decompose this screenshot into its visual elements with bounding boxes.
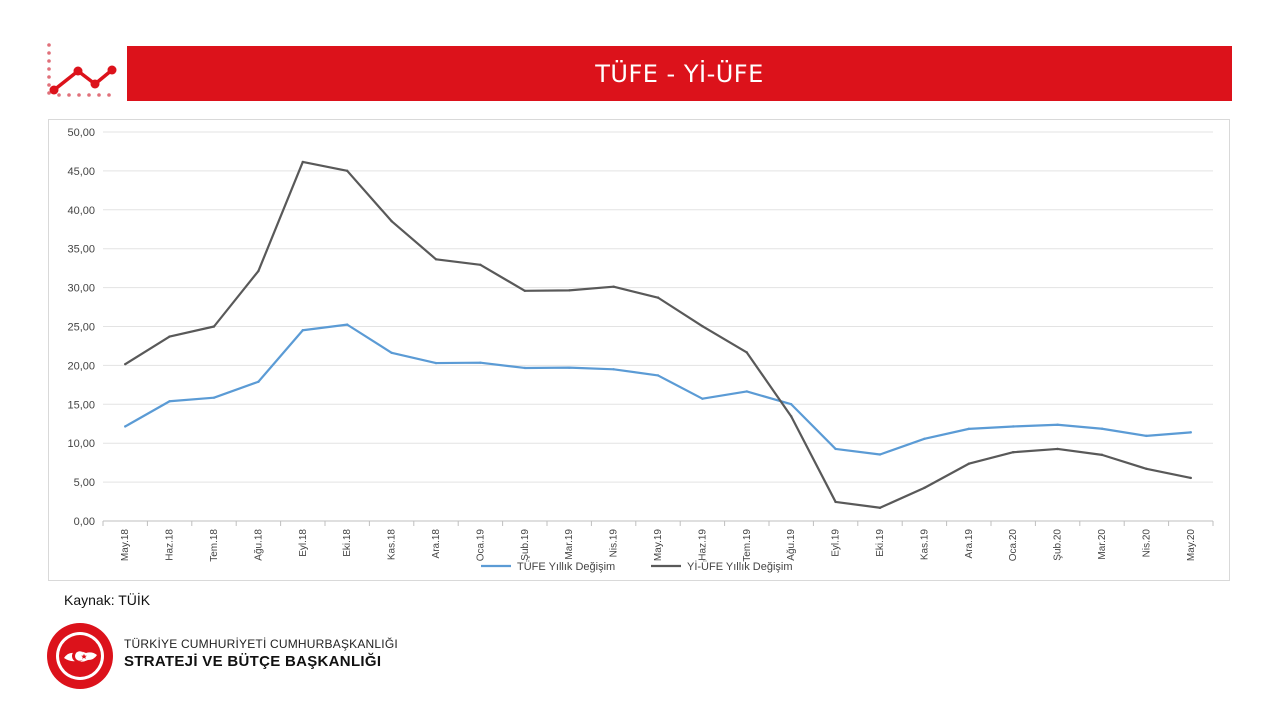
x-tick-label: Ara.18 xyxy=(431,529,442,559)
x-tick-label: Nis.20 xyxy=(1141,529,1152,558)
x-tick-label: Haz.19 xyxy=(697,529,708,561)
series-line-1 xyxy=(124,323,1191,456)
seal-emblem-icon xyxy=(47,623,113,689)
data-point xyxy=(1056,423,1059,426)
data-point xyxy=(390,351,393,354)
x-tick-label: Ara.19 xyxy=(964,529,975,559)
data-point xyxy=(1145,434,1148,438)
data-point xyxy=(878,453,882,456)
data-point xyxy=(523,366,526,370)
chart-container: 0,00 5,00 10,00 15,00 20,00 25,00 30,00 35,00 40… xyxy=(48,119,1230,581)
series-line-2 xyxy=(124,160,1192,509)
data-point xyxy=(346,169,349,173)
x-tick-label: Eki.18 xyxy=(342,529,353,557)
data-point xyxy=(124,425,127,428)
x-tick-label: Nis.19 xyxy=(609,529,620,558)
data-point xyxy=(1189,476,1193,480)
x-tick-label: Tem.19 xyxy=(742,529,753,562)
data-point xyxy=(790,403,793,406)
data-point xyxy=(834,447,837,451)
x-tick-label: May.19 xyxy=(653,529,664,561)
y-tick-label: 45,00 xyxy=(67,166,95,178)
y-tick-label: 30,00 xyxy=(67,283,95,295)
data-point xyxy=(257,269,260,273)
data-point xyxy=(212,396,216,399)
x-tick-label: May.18 xyxy=(120,529,131,561)
x-tick-label: Mar.19 xyxy=(564,529,575,560)
x-tick-label: Kas.19 xyxy=(919,529,930,561)
data-point xyxy=(168,335,171,338)
x-tick-label: Şub.19 xyxy=(520,529,531,561)
org-name-line1: TÜRKİYE CUMHURİYETİ CUMHURBAŞKANLIĞI xyxy=(124,637,398,651)
data-point xyxy=(568,366,571,369)
data-point xyxy=(1056,447,1059,451)
data-point xyxy=(301,160,304,164)
y-tick-label: 35,00 xyxy=(67,244,95,256)
y-tick-label: 25,00 xyxy=(67,322,95,334)
y-tick-label: 5,00 xyxy=(74,477,95,489)
data-point xyxy=(1189,431,1193,434)
data-point xyxy=(346,323,349,326)
line-chart: 0,00 5,00 10,00 15,00 20,00 25,00 30,00 35,00 40… xyxy=(67,127,1214,573)
legend-label: TÜFE Yıllık Değişim xyxy=(517,561,615,573)
org-name-line2: STRATEJİ VE BÜTÇE BAŞKANLIĞI xyxy=(124,653,382,670)
x-tick-label: Oca.19 xyxy=(475,529,486,562)
x-tick-label: Kas.18 xyxy=(387,529,398,561)
x-tick-label: Eyl.18 xyxy=(298,529,309,557)
data-point xyxy=(301,329,304,332)
data-point xyxy=(656,296,660,299)
y-tick-label: 15,00 xyxy=(67,399,95,411)
data-point xyxy=(479,361,482,364)
data-point xyxy=(523,289,526,292)
data-point xyxy=(568,289,571,292)
x-tick-label: Şub.20 xyxy=(1053,529,1064,561)
data-point xyxy=(434,258,438,261)
data-point xyxy=(790,415,793,418)
legend-label: Yİ-ÜFE Yıllık Değişim xyxy=(687,560,793,573)
data-point xyxy=(745,390,748,393)
data-point xyxy=(1012,425,1015,428)
x-tick-label: Mar.20 xyxy=(1097,529,1108,560)
data-point xyxy=(168,400,171,403)
data-point xyxy=(124,362,127,366)
y-tick-label: 20,00 xyxy=(67,360,95,372)
data-point xyxy=(1100,427,1104,430)
page-title: TÜFE - Yİ-ÜFE xyxy=(595,59,764,88)
x-tick-label: Eki.19 xyxy=(875,529,886,557)
x-tick-label: Oca.20 xyxy=(1008,529,1019,562)
data-point xyxy=(390,219,393,223)
x-tick-label: Ağu.19 xyxy=(786,529,797,561)
data-point xyxy=(834,500,837,504)
data-point xyxy=(612,285,615,288)
data-point xyxy=(1012,451,1015,454)
x-tick-label: Haz.18 xyxy=(165,529,176,561)
y-tick-label: 40,00 xyxy=(67,205,95,217)
data-point xyxy=(612,368,615,371)
data-point xyxy=(656,374,660,377)
data-point xyxy=(257,380,260,383)
y-tick-label: 10,00 xyxy=(67,438,95,450)
data-point xyxy=(923,486,926,490)
data-point xyxy=(1100,453,1104,457)
x-tick-label: Eyl.19 xyxy=(831,529,842,557)
y-tick-label: 0,00 xyxy=(74,516,95,528)
x-tick-label: May.20 xyxy=(1186,529,1197,561)
data-point xyxy=(967,462,970,465)
data-point xyxy=(701,397,704,400)
data-point xyxy=(212,325,216,328)
data-point xyxy=(434,361,438,365)
data-point xyxy=(878,506,882,509)
data-point xyxy=(923,437,926,441)
x-tick-label: Ağu.18 xyxy=(253,529,264,561)
y-tick-label: 50,00 xyxy=(67,127,95,139)
data-point xyxy=(479,263,482,267)
x-tick-label: Tem.18 xyxy=(209,529,220,562)
data-point xyxy=(745,351,748,354)
source-note: Kaynak: TÜİK xyxy=(64,592,151,608)
data-point xyxy=(701,324,704,328)
chart-logo-icon xyxy=(47,43,117,97)
data-point xyxy=(967,427,970,431)
data-point xyxy=(1145,467,1148,470)
title-bar: TÜFE - Yİ-ÜFE xyxy=(127,46,1232,101)
